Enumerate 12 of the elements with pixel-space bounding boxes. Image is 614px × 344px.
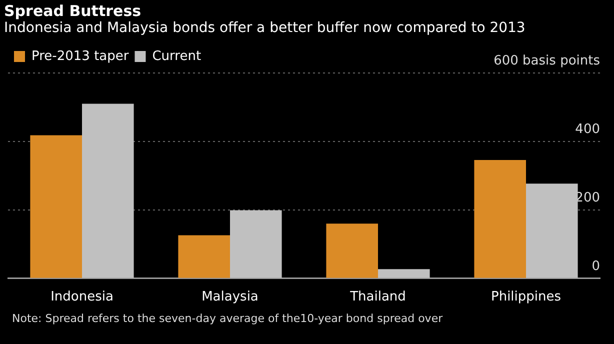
- chart-title: Spread Buttress: [4, 2, 142, 20]
- x-tick-label: Philippines: [490, 290, 562, 305]
- chart-subtitle: Indonesia and Malaysia bonds offer a better buffer now compared to 2013: [4, 20, 526, 36]
- y-tick-label: 600 basis points: [494, 53, 600, 68]
- text: Note: Spread refers to the seven-day average of the10-year bond spread over: [12, 312, 443, 325]
- legend-label: Pre-2013 taper: [32, 48, 130, 64]
- y-tick-label: 400: [575, 122, 600, 137]
- y-tick-label: 0: [592, 258, 600, 274]
- legend-label: Current: [152, 48, 202, 64]
- x-tick-label: Thailand: [349, 290, 406, 305]
- x-tick-label: Malaysia: [202, 290, 258, 305]
- x-tick-label: Indonesia: [50, 290, 114, 305]
